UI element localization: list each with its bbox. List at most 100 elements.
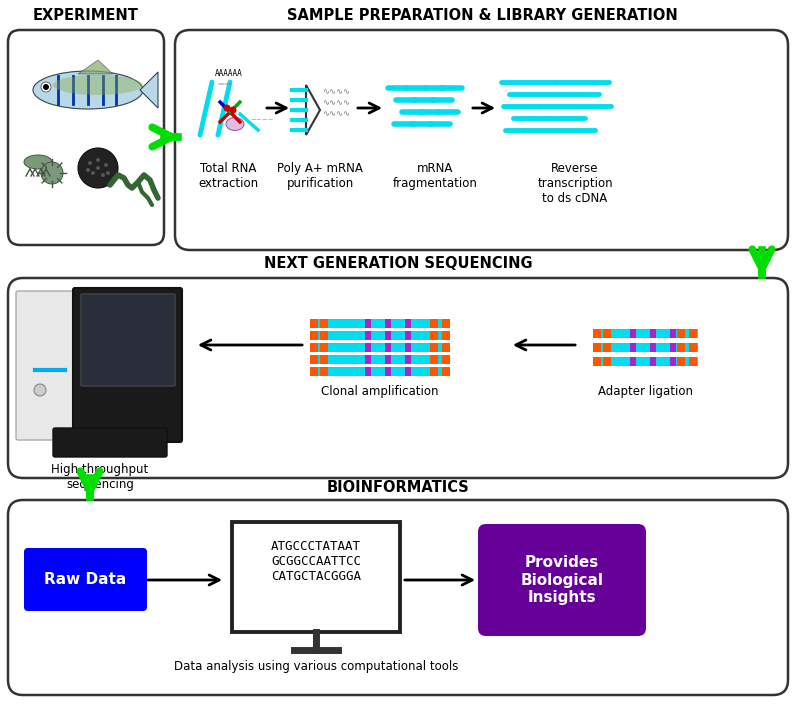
Text: Total RNA
extraction: Total RNA extraction <box>198 162 258 190</box>
Text: ATGCCCTATAAT
GCGGCCAATTCC
CATGCTACGGGA: ATGCCCTATAAT GCGGCCAATTCC CATGCTACGGGA <box>271 540 361 583</box>
Bar <box>630 343 636 352</box>
FancyBboxPatch shape <box>8 278 788 478</box>
Bar <box>593 357 698 366</box>
Bar <box>320 355 328 364</box>
FancyBboxPatch shape <box>8 500 788 695</box>
Bar <box>405 319 411 328</box>
Bar <box>320 367 328 376</box>
Circle shape <box>230 106 237 113</box>
FancyBboxPatch shape <box>232 522 400 632</box>
Circle shape <box>43 84 49 90</box>
Bar <box>320 319 328 328</box>
Bar <box>442 343 450 352</box>
Bar <box>385 319 391 328</box>
Bar <box>442 319 450 328</box>
Circle shape <box>106 171 110 175</box>
Circle shape <box>34 384 46 396</box>
Bar <box>405 367 411 376</box>
Bar <box>442 331 450 340</box>
Bar <box>405 343 411 352</box>
Text: Poly A+ mRNA
purification: Poly A+ mRNA purification <box>277 162 363 190</box>
Bar <box>603 329 611 338</box>
FancyBboxPatch shape <box>24 548 147 611</box>
Bar <box>385 343 391 352</box>
Text: Clonal amplification: Clonal amplification <box>322 385 438 398</box>
Bar <box>689 357 697 366</box>
Bar <box>365 355 371 364</box>
Bar <box>405 355 411 364</box>
Text: EXPERIMENT: EXPERIMENT <box>33 8 139 23</box>
Bar <box>650 343 656 352</box>
Bar <box>310 319 450 328</box>
Circle shape <box>78 148 118 188</box>
Text: ʷʷʷʷ: ʷʷʷʷ <box>218 83 233 89</box>
Bar <box>442 367 450 376</box>
Bar <box>677 343 685 352</box>
FancyBboxPatch shape <box>175 30 788 250</box>
Bar <box>365 331 371 340</box>
Bar <box>603 343 611 352</box>
Bar <box>670 329 676 338</box>
Bar <box>677 329 685 338</box>
Text: Adapter ligation: Adapter ligation <box>598 385 693 398</box>
Bar <box>650 357 656 366</box>
Circle shape <box>223 104 230 111</box>
Circle shape <box>104 163 108 167</box>
Text: Reverse
transcription
to ds cDNA: Reverse transcription to ds cDNA <box>537 162 613 205</box>
Text: ∿∿∿∿: ∿∿∿∿ <box>322 109 350 118</box>
Ellipse shape <box>24 155 52 169</box>
Bar <box>310 331 450 340</box>
Bar <box>320 343 328 352</box>
Bar <box>385 367 391 376</box>
Text: NEXT GENERATION SEQUENCING: NEXT GENERATION SEQUENCING <box>264 256 532 272</box>
Bar <box>603 357 611 366</box>
Bar <box>405 331 411 340</box>
Bar <box>310 355 318 364</box>
Bar <box>310 367 450 376</box>
Bar <box>310 331 318 340</box>
Bar <box>430 367 438 376</box>
FancyBboxPatch shape <box>73 288 182 442</box>
Text: Raw Data: Raw Data <box>44 572 126 588</box>
Circle shape <box>41 82 51 92</box>
Polygon shape <box>78 60 113 74</box>
Bar <box>430 319 438 328</box>
Text: ∿∿∿∿: ∿∿∿∿ <box>322 98 350 107</box>
Bar <box>650 329 656 338</box>
Ellipse shape <box>53 75 143 95</box>
Bar <box>310 319 318 328</box>
Bar <box>670 357 676 366</box>
FancyBboxPatch shape <box>8 30 164 245</box>
Ellipse shape <box>33 71 143 109</box>
Text: SAMPLE PREPARATION & LIBRARY GENERATION: SAMPLE PREPARATION & LIBRARY GENERATION <box>286 8 678 23</box>
Circle shape <box>41 162 63 184</box>
Bar <box>677 357 685 366</box>
Text: High throughput
sequencing: High throughput sequencing <box>51 463 149 491</box>
Text: ∿∿∿∿: ∿∿∿∿ <box>322 87 350 96</box>
Bar <box>593 357 601 366</box>
Polygon shape <box>306 85 320 135</box>
Text: mRNA
fragmentation: mRNA fragmentation <box>393 162 478 190</box>
Circle shape <box>88 161 92 165</box>
Bar <box>430 331 438 340</box>
Polygon shape <box>140 72 158 108</box>
Bar <box>593 329 601 338</box>
Text: BIOINFORMATICS: BIOINFORMATICS <box>326 479 470 494</box>
Bar <box>630 329 636 338</box>
FancyBboxPatch shape <box>81 294 175 386</box>
Bar <box>385 331 391 340</box>
Bar <box>310 367 318 376</box>
Bar <box>310 343 318 352</box>
Bar <box>689 329 697 338</box>
Circle shape <box>96 166 100 170</box>
FancyBboxPatch shape <box>53 428 167 457</box>
Bar <box>430 355 438 364</box>
Bar <box>630 357 636 366</box>
Bar <box>320 331 328 340</box>
Bar <box>365 343 371 352</box>
Bar <box>310 355 450 364</box>
Bar <box>593 343 698 352</box>
Text: Data analysis using various computational tools: Data analysis using various computationa… <box>174 660 458 673</box>
Bar <box>689 343 697 352</box>
Bar <box>365 319 371 328</box>
